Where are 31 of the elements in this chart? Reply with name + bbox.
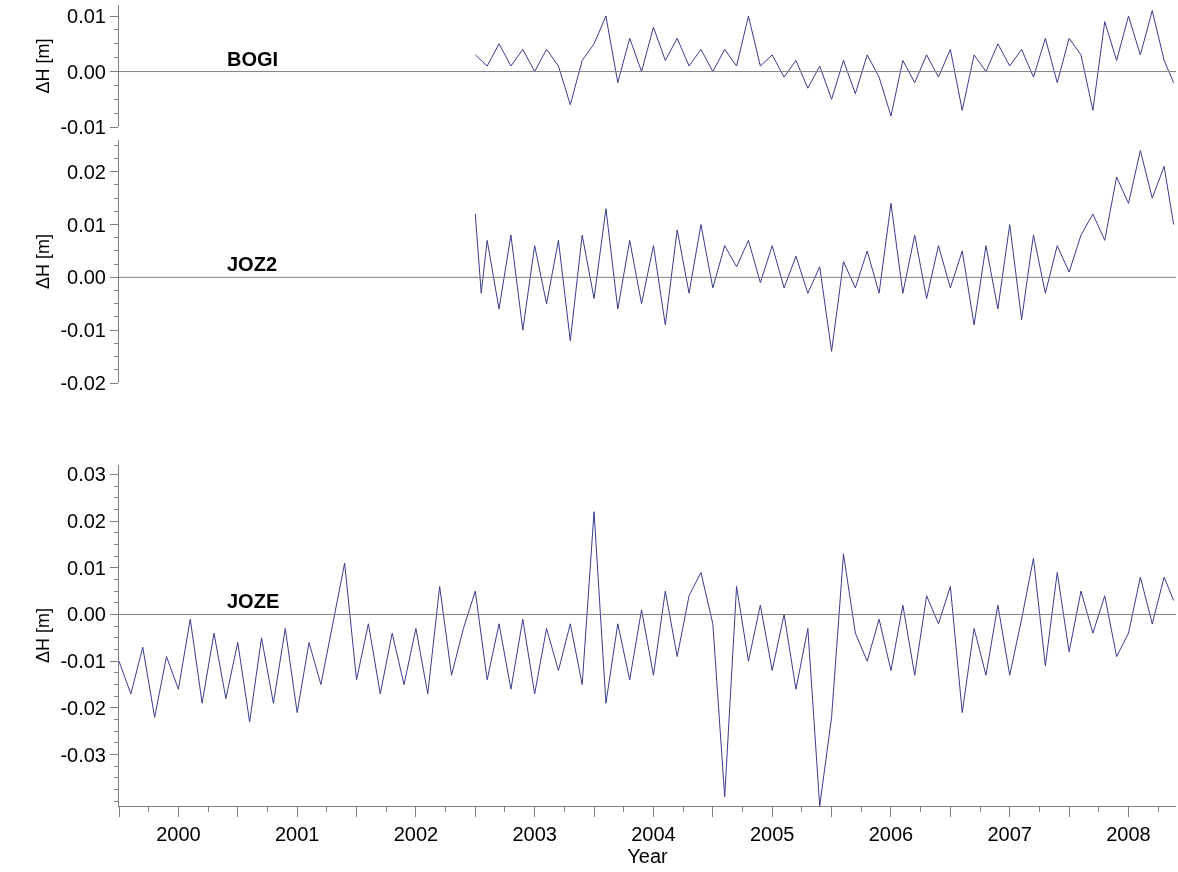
- x-tick-label: 2008: [1106, 823, 1151, 845]
- x-tick-label: 2006: [868, 823, 914, 845]
- y-tick-label: 0.02: [67, 160, 106, 183]
- y-axis-title: ΔH [m]: [32, 233, 53, 290]
- series-label: JOZE: [227, 590, 280, 612]
- y-tick-label: -0.01: [60, 650, 106, 673]
- text: BOGI: [227, 48, 279, 70]
- y-tick-label: 0.02: [67, 510, 106, 533]
- y-tick-label: 0.00: [67, 266, 106, 289]
- x-tick-label: 2003: [512, 823, 557, 845]
- y-tick-label: -0.02: [60, 372, 106, 394]
- x-tick-label: 2005: [749, 823, 795, 845]
- y-tick-label: -0.03: [60, 743, 106, 766]
- x-tick-label: 2002: [393, 823, 439, 845]
- y-tick-label: -0.01: [60, 319, 106, 342]
- x-tick-label: 2004: [631, 823, 676, 845]
- y-tick-label: -0.01: [60, 116, 106, 138]
- y-tick-label: 0.01: [67, 556, 106, 579]
- x-tick-label: 2007: [987, 823, 1032, 845]
- x-tick-label: 2001: [274, 823, 320, 845]
- text: JOZ2: [227, 253, 278, 275]
- x-tick-label: 2000: [156, 823, 201, 845]
- y-tick-label: 0.00: [67, 603, 106, 626]
- x-axis-title: Year: [627, 845, 669, 867]
- y-tick-label: 0.03: [67, 463, 106, 486]
- y-tick-label: 0.01: [67, 213, 106, 236]
- y-tick-label: -0.02: [60, 696, 106, 719]
- y-axis-title: ΔH [m]: [32, 607, 53, 664]
- y-axis-title: ΔH [m]: [32, 38, 53, 94]
- y-tick-label: 0.01: [67, 5, 106, 28]
- y-tick-label: 0.00: [67, 60, 106, 83]
